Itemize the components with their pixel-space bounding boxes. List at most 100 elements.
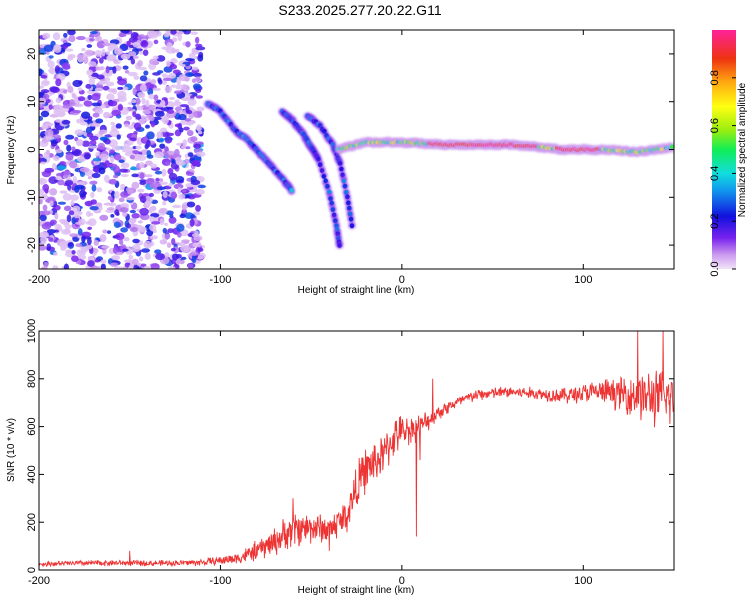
heatmap-blob (316, 156, 321, 162)
heatmap-blob (40, 74, 48, 79)
heatmap-blob (130, 99, 137, 104)
heatmap-blob (125, 187, 131, 192)
heatmap-blob (174, 148, 180, 157)
heatmap-blob (146, 154, 154, 159)
heatmap-blob (71, 217, 77, 225)
y-tick-label: 1000 (26, 319, 38, 343)
heatmap-blob (68, 160, 78, 169)
heatmap-blob (117, 86, 124, 90)
heatmap-blob (189, 251, 199, 256)
heatmap-blob (191, 159, 201, 167)
heatmap-blob (329, 200, 334, 206)
heatmap-blob (65, 153, 74, 161)
heatmap-blob (88, 123, 98, 127)
heatmap-blob (191, 49, 200, 55)
heatmap-blob (146, 30, 157, 38)
heatmap-blob (81, 47, 86, 52)
heatmap-blob (57, 179, 65, 186)
heatmap-blob (139, 195, 147, 203)
heatmap-blob (139, 75, 148, 82)
heatmap-blob (130, 58, 136, 65)
heatmap-blob (91, 102, 101, 107)
heatmap-blob (197, 247, 204, 252)
snr-line (39, 331, 674, 568)
heatmap-blob (106, 230, 112, 234)
heatmap-blob (150, 263, 160, 269)
heatmap-blob (168, 182, 173, 187)
heatmap-blob (54, 212, 59, 220)
heatmap-blob (84, 152, 91, 160)
heatmap-blob (89, 180, 98, 185)
heatmap-blob (140, 115, 147, 119)
heatmap-blob (142, 49, 149, 57)
heatmap-blob (169, 214, 174, 218)
heatmap-blob (42, 183, 50, 192)
heatmap-blob (128, 51, 137, 57)
x-tick-label: -200 (28, 274, 50, 286)
heatmap-blob (67, 242, 74, 247)
heatmap-blob (170, 191, 177, 200)
heatmap-blob (108, 113, 113, 117)
heatmap-blob (192, 66, 199, 71)
heatmap-blob (140, 263, 147, 267)
heatmap-blob (342, 183, 348, 189)
heatmap-blob (68, 34, 76, 43)
heatmap-blob (162, 190, 168, 199)
heatmap-blob (122, 211, 128, 217)
heatmap-blob (85, 126, 93, 135)
heatmap-blob (190, 136, 198, 143)
heatmap-blob (115, 123, 122, 129)
heatmap-blob (111, 109, 121, 117)
heatmap-blob (177, 33, 183, 42)
heatmap-blob (164, 161, 171, 166)
y-tick-label: 20 (26, 48, 38, 60)
heatmap-blob (41, 193, 48, 201)
heatmap-blob (178, 242, 185, 247)
heatmap-blob (161, 73, 168, 78)
heatmap-blob (98, 146, 107, 150)
heatmap-blob (196, 151, 206, 157)
heatmap-blob (40, 161, 46, 165)
heatmap-blob (93, 239, 99, 246)
heatmap-blob (192, 110, 203, 119)
heatmap-blob (83, 100, 93, 107)
heatmap-blob (96, 40, 106, 49)
y-tick-label: 200 (26, 513, 38, 531)
heatmap-blob (193, 143, 202, 149)
heatmap-blob (39, 91, 44, 97)
heatmap-blob (176, 223, 185, 232)
heatmap-blob (155, 177, 160, 182)
heatmap-blob (132, 111, 137, 118)
heatmap-blob (51, 163, 57, 170)
heatmap-blob (95, 118, 104, 124)
heatmap-blob (118, 239, 124, 245)
heatmap-blob (175, 176, 185, 183)
heatmap-blob (182, 189, 187, 193)
heatmap-blob (108, 178, 118, 185)
heatmap-blob (195, 189, 205, 195)
heatmap-blob (74, 129, 84, 136)
heatmap-blob (349, 223, 355, 229)
heatmap-blob (144, 252, 151, 260)
heatmap-blob (110, 121, 116, 126)
heatmap-blob (50, 140, 59, 144)
heatmap-blob (167, 266, 176, 269)
heatmap-blob (340, 172, 345, 178)
heatmap-blob (172, 204, 182, 209)
heatmap-blob (147, 88, 154, 96)
heatmap-blob (49, 219, 57, 225)
heatmap-blob (164, 135, 173, 144)
heatmap-blob (75, 243, 83, 248)
heatmap-blob (62, 44, 68, 50)
heatmap-blob (165, 132, 175, 137)
heatmap-blob (117, 76, 123, 81)
heatmap-blob (57, 165, 67, 170)
heatmap-blob (145, 124, 150, 129)
heatmap-blob (72, 109, 82, 114)
heatmap-blob (111, 255, 121, 261)
heatmap-blob (177, 187, 182, 194)
heatmap-blob (197, 130, 203, 135)
heatmap-blob (99, 214, 109, 221)
heatmap-blob (161, 99, 166, 108)
